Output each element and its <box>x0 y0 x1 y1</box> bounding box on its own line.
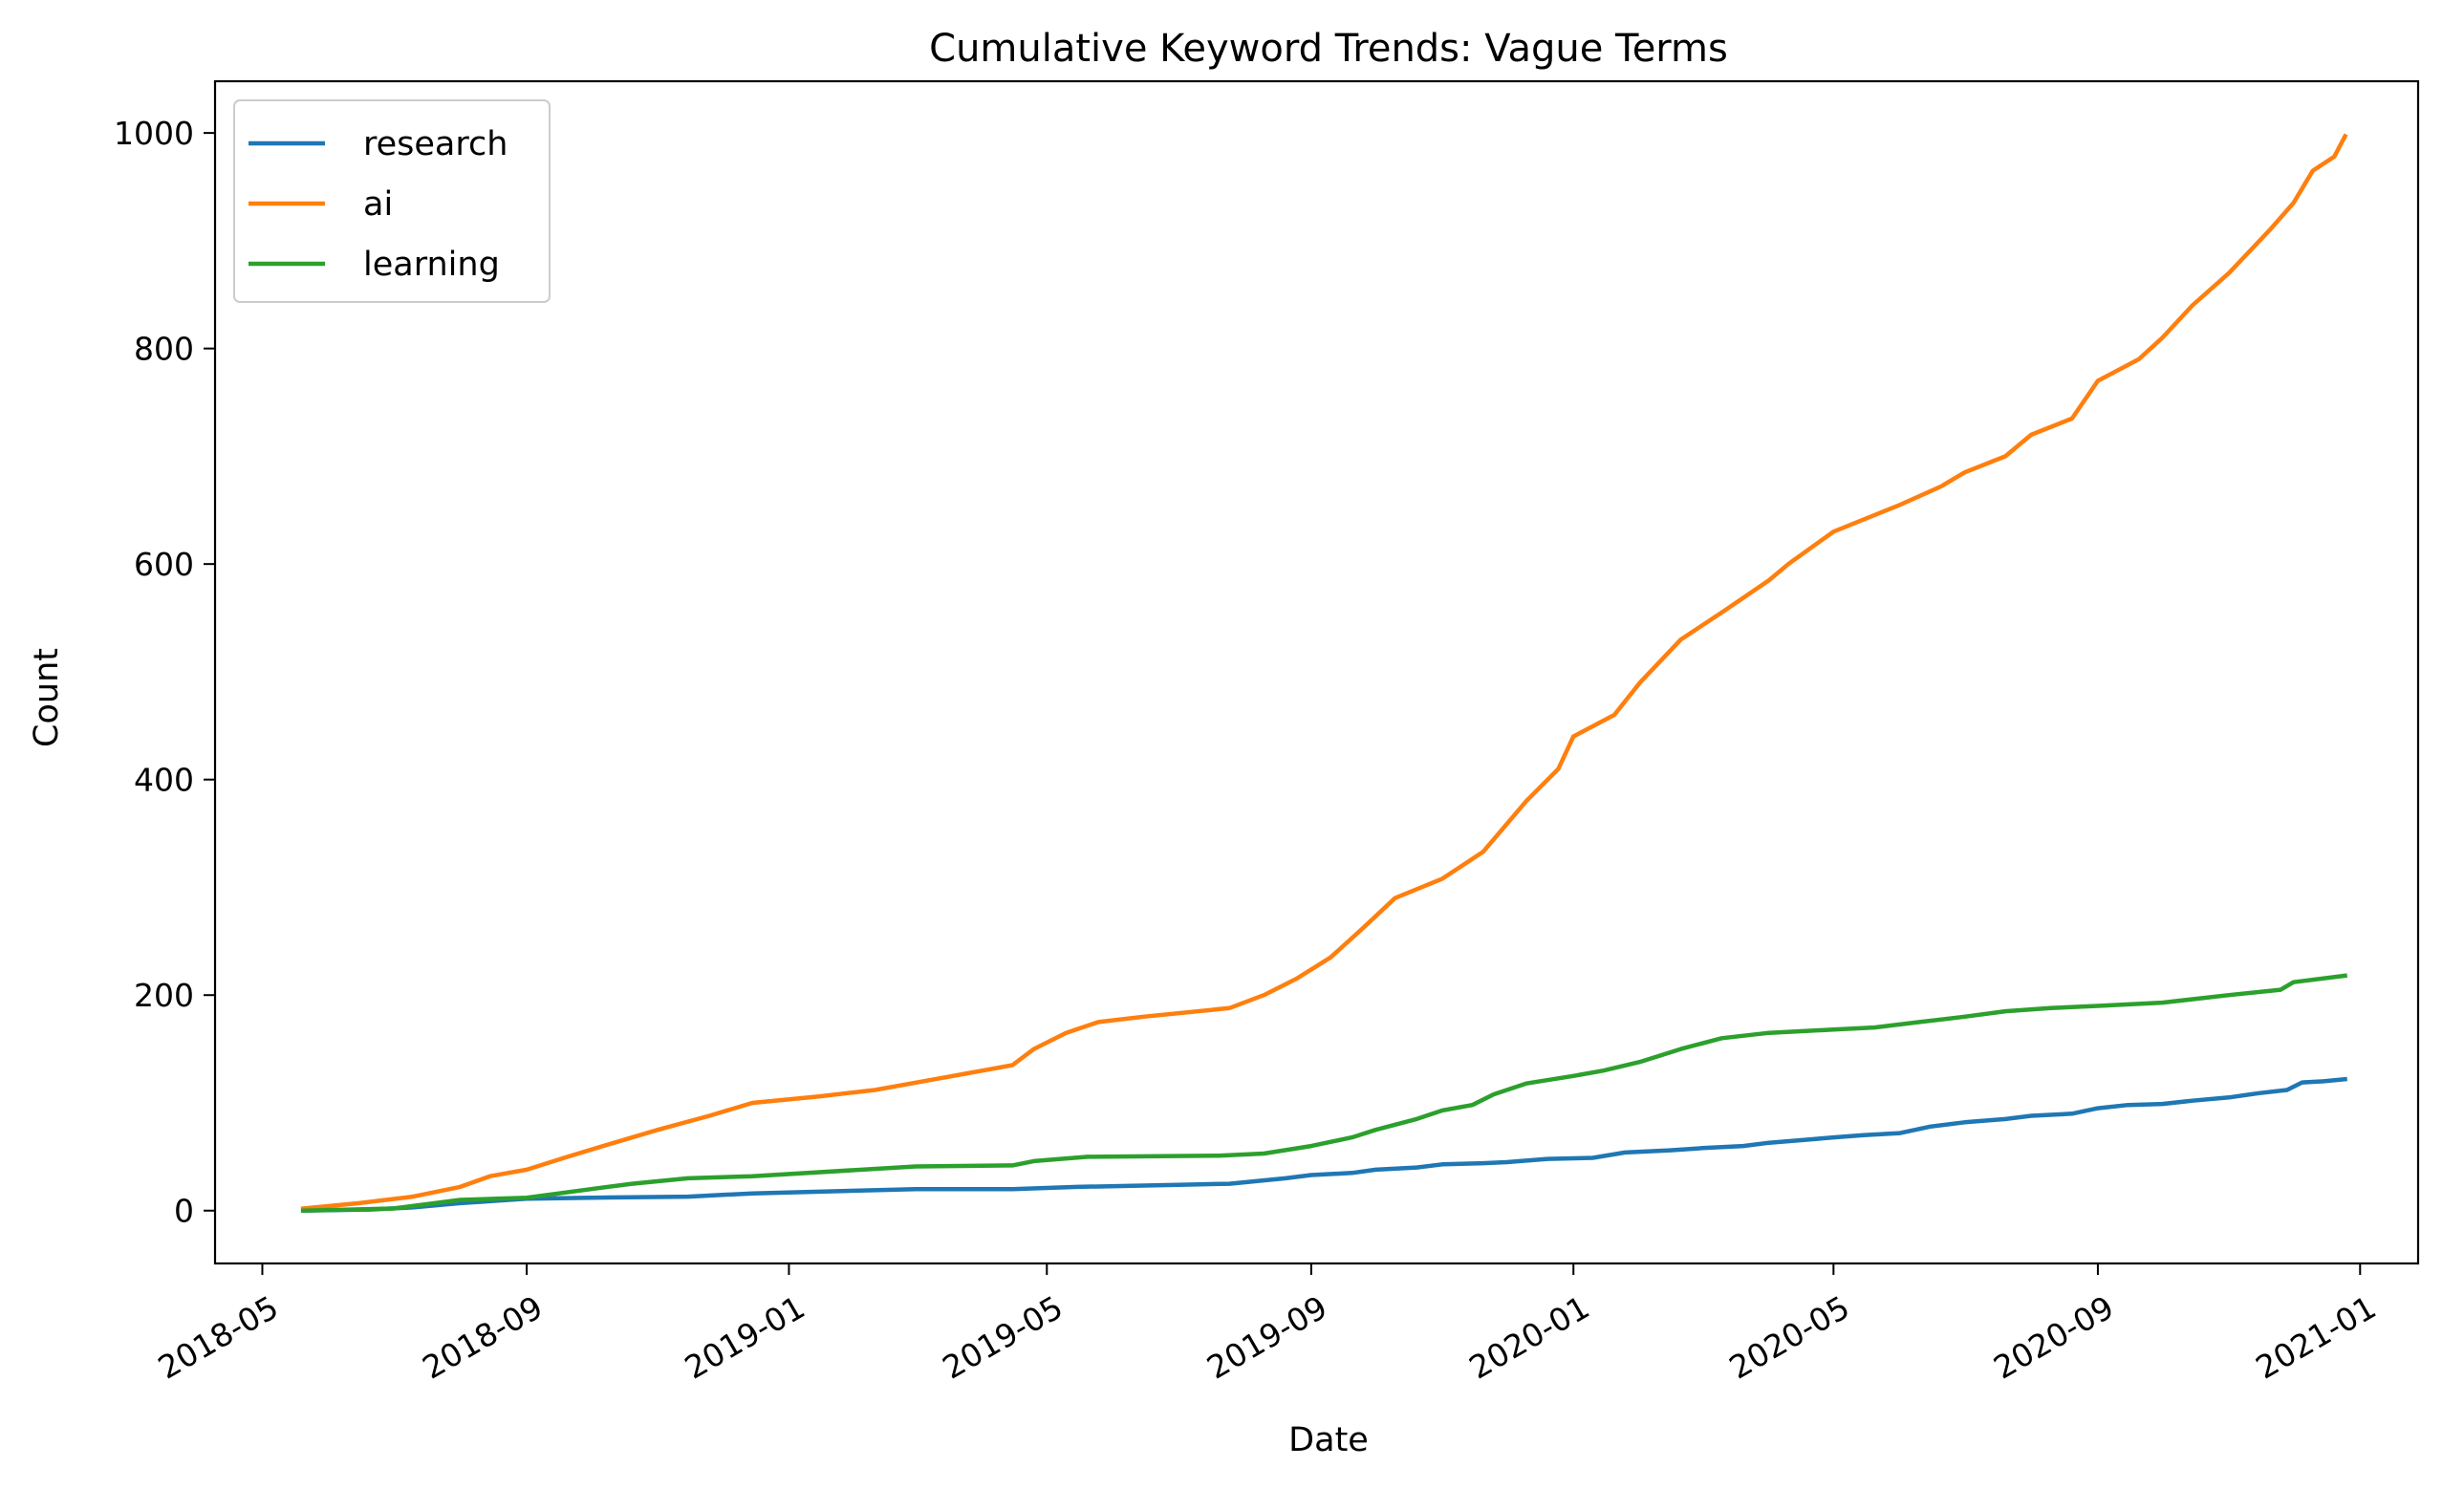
legend-label-learning: learning <box>363 246 500 284</box>
series-line-ai <box>300 133 2348 1211</box>
series-line-research <box>300 1076 2347 1213</box>
plot-area <box>213 79 2420 1265</box>
chart-title: Cumulative Keyword Trends: Vague Terms <box>929 27 1728 71</box>
y-axis-label: Count <box>28 648 66 747</box>
y-tick-label: 0 <box>174 1193 194 1230</box>
series-line-learning <box>300 973 2348 1214</box>
y-tick-label: 400 <box>134 762 194 799</box>
x-axis-label: Date <box>1288 1421 1369 1459</box>
y-tick-label: 200 <box>134 977 194 1014</box>
y-tick-label: 1000 <box>114 115 194 152</box>
y-tick-label: 600 <box>134 546 194 583</box>
axes-frame <box>213 79 2420 1265</box>
legend-label-research: research <box>363 125 508 163</box>
legend-box <box>233 99 551 303</box>
legend-label-ai: ai <box>363 185 393 224</box>
legend: research ai learning <box>233 99 551 303</box>
y-tick-label: 800 <box>134 331 194 368</box>
